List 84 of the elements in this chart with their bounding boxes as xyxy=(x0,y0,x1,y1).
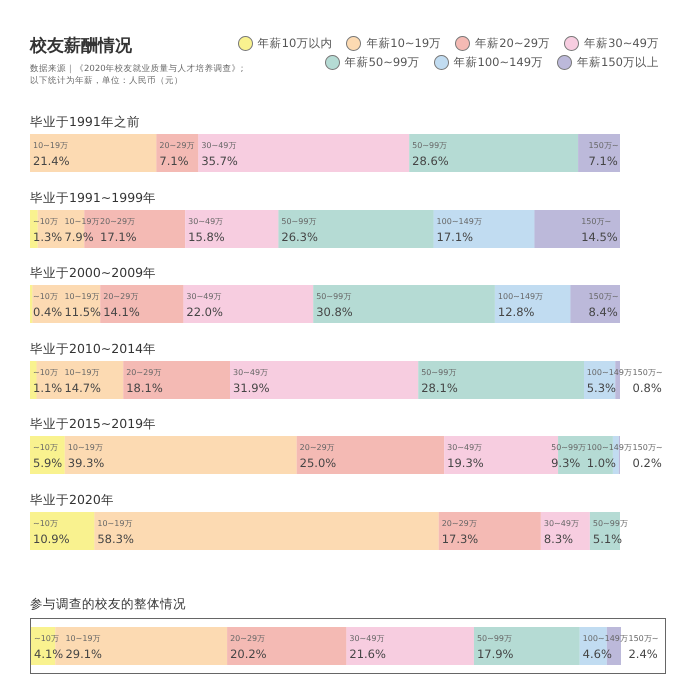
bar xyxy=(198,134,410,172)
bar xyxy=(30,512,94,550)
data-label: 150万~ 2.4% xyxy=(628,634,658,661)
bar xyxy=(30,134,156,172)
data-label: 30~49万 8.3% xyxy=(544,518,579,546)
data-label: 20~29万 7.1% xyxy=(159,141,194,168)
data-label: 50~99万 28.1% xyxy=(421,368,458,394)
y-tick-label: 毕业于1991~1999年 xyxy=(30,190,158,206)
data-label: ~10万 5.9% xyxy=(33,443,62,470)
bar xyxy=(346,627,474,665)
data-label: ~10万 4.1% xyxy=(34,634,64,661)
chart-subtitle: 数据来源｜《2020年校友就业质量与人才培养调查》; xyxy=(30,63,244,75)
bar xyxy=(123,360,230,398)
y-tick-label: 毕业于2015~2019年 xyxy=(30,416,158,433)
bar xyxy=(185,210,278,248)
bar xyxy=(278,210,434,248)
data-label: 50~99万 28.6% xyxy=(412,141,449,168)
bar xyxy=(313,285,495,323)
bar xyxy=(494,285,570,323)
bar xyxy=(534,210,620,248)
data-label: 100~149万 5.3% xyxy=(586,368,632,394)
data-label: 50~99万 17.9% xyxy=(476,634,514,661)
data-label: 10~19万 11.5% xyxy=(64,292,102,319)
data-label: 30~49万 21.6% xyxy=(349,634,386,661)
data-label: 20~29万 25.0% xyxy=(300,443,336,470)
bar xyxy=(100,285,184,323)
bar xyxy=(227,627,346,665)
bar xyxy=(94,512,439,550)
y-tick-label: 毕业于2010~2014年 xyxy=(30,340,158,358)
bar xyxy=(230,360,418,398)
bar xyxy=(570,285,620,323)
bar xyxy=(409,134,578,172)
data-label: 50~99万 26.3% xyxy=(281,216,318,244)
data-label: 50~99万 5.1% xyxy=(592,518,628,546)
data-label: 30~49万 31.9% xyxy=(233,368,270,394)
data-label: 10~19万 29.1% xyxy=(65,634,102,661)
data-label: 10~19万 14.7% xyxy=(64,368,102,394)
data-label: 150万~ 8.4% xyxy=(588,292,619,319)
bar xyxy=(64,436,297,474)
legend-label: 年薪10~19万 xyxy=(366,36,442,51)
y-tick-label: 毕业于2000~2009年 xyxy=(30,265,158,282)
data-label: 150万~ 0.8% xyxy=(632,368,663,394)
data-label: 50~99万 30.8% xyxy=(316,292,353,319)
data-label: ~10万 10.9% xyxy=(33,518,70,546)
data-label: 20~29万 17.1% xyxy=(100,216,137,244)
y-tick-label: 毕业于2020年 xyxy=(30,492,115,508)
bar xyxy=(418,360,584,398)
data-label: 100~149万 17.1% xyxy=(436,216,482,244)
data-label: 20~29万 14.1% xyxy=(103,292,140,319)
legend-label: 年薪20~29万 xyxy=(475,36,550,51)
data-label: 30~49万 19.3% xyxy=(447,443,484,470)
chart-title: 校友薪酬情况 xyxy=(30,35,132,57)
legend-label: 年薪150万以上 xyxy=(577,55,659,70)
data-label: 10~19万 21.4% xyxy=(33,141,70,168)
data-label: 150万~ 0.2% xyxy=(632,443,663,470)
y-tick-label: 毕业于1991年之前 xyxy=(30,114,141,131)
data-label: ~10万 1.1% xyxy=(33,368,62,394)
bar xyxy=(296,436,444,474)
data-label: ~10万 0.4% xyxy=(33,292,62,319)
bar xyxy=(183,285,314,323)
data-label: ~10万 1.3% xyxy=(33,216,62,244)
data-label: 30~49万 15.8% xyxy=(188,216,225,244)
legend-label: 年薪50~99万 xyxy=(344,55,420,70)
data-label: 150万~ 7.1% xyxy=(588,141,619,168)
data-label: 20~29万 20.2% xyxy=(230,634,267,661)
data-label: 20~29万 18.1% xyxy=(126,368,163,394)
legend-label: 年薪10万以内 xyxy=(258,36,332,51)
bar xyxy=(578,134,620,172)
chart-title: 参与调查的校友的整体情况 xyxy=(30,596,187,613)
legend-label: 年薪30~49万 xyxy=(584,36,659,51)
data-label: 30~49万 22.0% xyxy=(186,292,224,319)
annotation: 以下统计为年薪，单位：人民币（元） xyxy=(30,75,184,87)
data-label: 10~19万 39.3% xyxy=(68,443,104,470)
bar xyxy=(438,512,541,550)
legend-label: 年薪100~149万 xyxy=(454,55,544,70)
data-label: 30~49万 35.7% xyxy=(201,141,238,168)
data-label: 10~19万 58.3% xyxy=(97,518,134,546)
bar xyxy=(434,210,534,248)
bar xyxy=(474,627,580,665)
data-label: 100~149万 4.6% xyxy=(582,634,628,661)
data-label: 20~29万 17.3% xyxy=(442,518,478,546)
data-label: 150万~ 14.5% xyxy=(581,216,618,244)
data-label: 10~19万 7.9% xyxy=(64,216,100,244)
data-label: 100~149万 12.8% xyxy=(498,292,544,319)
